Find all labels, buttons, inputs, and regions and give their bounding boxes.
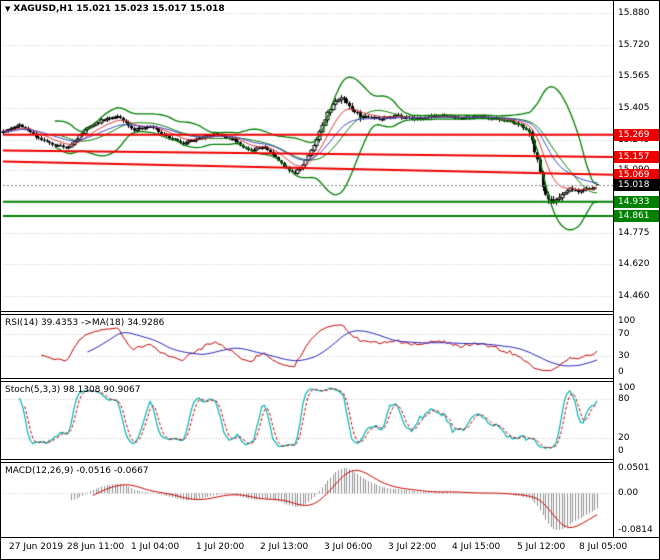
rsi-title: RSI(14) 39.4353 ->MA(18) 34.9286: [5, 318, 165, 328]
time-axis-label: 1 Jul 20:00: [196, 542, 245, 552]
macd-title: MACD(12,26,9) -0.0516 -0.0667: [5, 466, 149, 476]
stoch-title: Stoch(5,3,3) 98.1308 90.9067: [5, 385, 141, 395]
time-axis-label: 2 Jul 13:00: [260, 542, 309, 552]
price-level-label: 15.157: [614, 151, 659, 164]
chart-menu-icon[interactable]: ▼: [5, 5, 11, 13]
time-axis-label: 4 Jul 15:00: [452, 542, 501, 552]
time-axis: 27 Jun 2019 28 Jun 11:00 1 Jul 04:00 1 Jul …: [1, 538, 659, 559]
price-tick-label: 15.880: [618, 7, 650, 18]
rsi-tick-label: 0: [618, 367, 624, 377]
rsi-indicator-canvas[interactable]: [1, 315, 613, 378]
time-axis-label: 28 Jun 11:00: [67, 542, 125, 552]
panel-separator[interactable]: [1, 311, 659, 315]
price-level-label: 15.269: [614, 128, 659, 141]
time-axis-label: 3 Jul 22:00: [388, 542, 437, 552]
price-level-label: 14.861: [614, 210, 659, 223]
time-axis-label: 27 Jun 2019: [9, 542, 64, 552]
stoch-tick-label: 80: [618, 394, 630, 404]
price-tick-label: 15.720: [618, 39, 650, 50]
time-axis-label: 1 Jul 04:00: [131, 542, 180, 552]
panel-separator[interactable]: [1, 459, 659, 463]
time-axis-label: 5 Jul 12:00: [517, 542, 566, 552]
macd-tick-label: 0.00: [618, 488, 639, 499]
stoch-tick-label: 20: [618, 433, 630, 443]
price-axis: 15.88015.72015.56515.40515.24515.09014.9…: [614, 1, 659, 537]
chart-title-text: XAGUSD,H1 15.021 15.023 15.017 15.018: [13, 4, 225, 14]
price-tick-label: 14.775: [618, 228, 650, 239]
time-axis-label: 8 Jul 05:00: [579, 542, 628, 552]
rsi-tick-label: 70: [618, 329, 630, 340]
stoch-tick-label: 100: [618, 383, 636, 393]
axis-divider-line: [613, 1, 614, 537]
macd-tick-label: 0.0501: [618, 463, 650, 473]
stoch-tick-label: 0: [618, 446, 624, 456]
chart-title: ▼ XAGUSD,H1 15.021 15.023 15.017 15.018: [5, 4, 225, 14]
time-axis-divider-line: [1, 537, 659, 538]
price-tick-label: 14.620: [618, 259, 650, 270]
price-level-label: 15.069: [614, 168, 659, 181]
price-level-label: 15.018: [614, 178, 659, 191]
macd-indicator-canvas[interactable]: [1, 463, 613, 537]
stochastic-indicator-canvas[interactable]: [1, 382, 613, 459]
macd-tick-label: -0.0814: [618, 525, 653, 535]
price-level-label: 14.933: [614, 195, 659, 208]
rsi-tick-label: 30: [618, 350, 630, 361]
price-tick-label: 15.405: [618, 102, 650, 113]
price-chart-canvas[interactable]: [1, 1, 613, 311]
rsi-tick-label: 100: [618, 316, 636, 326]
price-tick-label: 14.460: [618, 291, 650, 302]
panel-separator[interactable]: [1, 378, 659, 382]
time-axis-label: 3 Jul 06:00: [324, 542, 373, 552]
price-tick-label: 15.565: [618, 70, 650, 81]
